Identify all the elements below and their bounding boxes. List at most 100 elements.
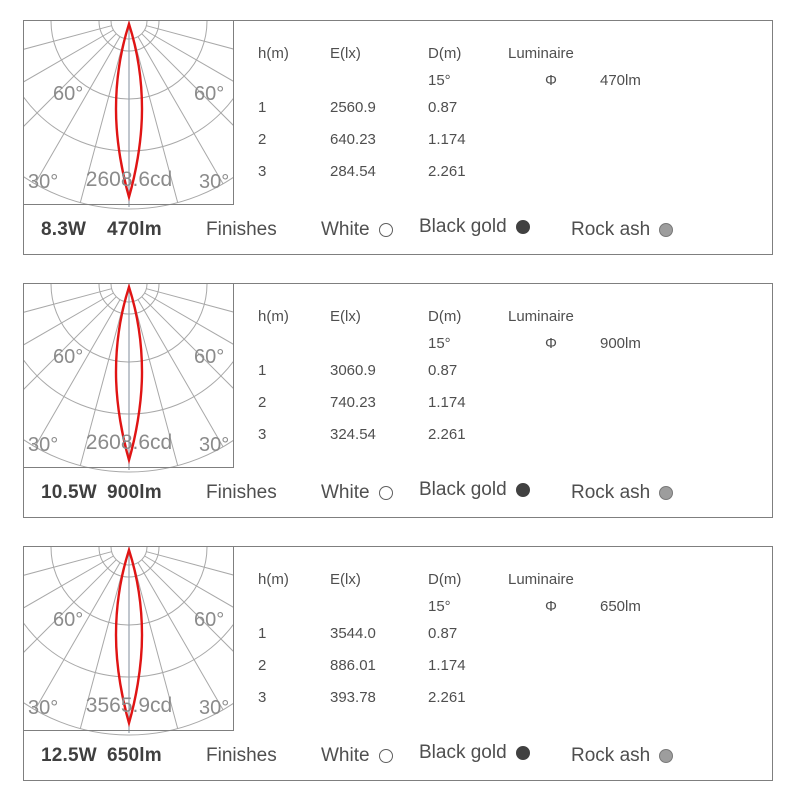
photometric-polar-chart: 60° 60° 30° 30° 2608.6cd [24,284,234,476]
finish-option-black-gold[interactable]: Black gold [419,216,530,238]
panel-footer: 8.3W 470lm Finishes White Black gold Roc… [24,205,772,254]
luminaire-spec-panel: 60° 60° 30° 30° 2608.6cd h(m) E(lx) D(m)… [23,20,773,255]
row1-diameter: 0.87 [428,625,458,642]
flux-value: 650lm [600,598,641,615]
angle-label-30-right: 30° [199,171,230,193]
row2-height: 2 [258,131,267,148]
luminaire-spec-panel: 60° 60° 30° 30° 2608.6cd h(m) E(lx) D(m)… [23,283,773,518]
white-swatch-icon[interactable] [378,222,393,237]
row2-height: 2 [258,657,267,674]
row1-height: 1 [258,625,267,642]
rock-ash-swatch-icon[interactable] [659,222,674,237]
row3-height: 3 [258,163,267,180]
col-header-height: h(m) [258,571,289,588]
angle-label-60-left: 60° [53,83,84,105]
beam-angle-value: 15° [428,72,451,89]
wattage-value: 8.3W [41,218,87,240]
finish-option-white[interactable]: White [321,745,393,767]
finish-option-label: Rock ash [571,744,651,766]
row1-illuminance: 3060.9 [330,362,376,379]
angle-label-30-right: 30° [199,434,230,456]
lumens-value: 900lm [107,481,162,503]
finish-option-label: Rock ash [571,481,651,503]
angle-label-60-left: 60° [53,609,84,631]
col-header-height: h(m) [258,45,289,62]
polar-radial-lines [24,25,234,203]
row3-diameter: 2.261 [428,689,466,706]
polar-grid-svg [24,547,234,736]
polar-grid-svg [24,284,234,473]
photometric-polar-chart: 60° 60° 30° 30° 3565.9cd [24,547,234,739]
row2-height: 2 [258,394,267,411]
finish-option-black-gold[interactable]: Black gold [419,479,530,501]
row3-illuminance: 324.54 [330,426,376,443]
flux-symbol: Φ [545,72,557,89]
polar-arc [24,702,234,736]
finish-option-white[interactable]: White [321,219,393,241]
finish-option-white[interactable]: White [321,482,393,504]
white-swatch-icon[interactable] [378,748,393,763]
spec-sheet: 60° 60° 30° 30° 2608.6cd h(m) E(lx) D(m)… [23,20,773,809]
col-header-luminaire: Luminaire [508,571,574,588]
row2-diameter: 1.174 [428,657,466,674]
finish-option-rock-ash[interactable]: Rock ash [571,744,674,767]
row1-height: 1 [258,99,267,116]
col-header-diameter: D(m) [428,45,462,62]
polar-radial-lines [24,551,234,729]
black-gold-swatch-icon[interactable] [515,482,530,497]
flux-value: 900lm [600,335,641,352]
beam-distribution-curve [114,284,144,465]
flux-symbol: Φ [545,335,557,352]
col-header-illuminance: E(lx) [330,308,361,325]
row1-illuminance: 2560.9 [330,99,376,116]
beam-angle-value: 15° [428,598,451,615]
row3-diameter: 2.261 [428,163,466,180]
finish-option-label: Black gold [419,478,507,500]
black-gold-swatch-icon[interactable] [515,745,530,760]
peak-candela-value: 3565.9cd [85,694,173,717]
finishes-label: Finishes [206,744,277,766]
finish-option-rock-ash[interactable]: Rock ash [571,481,674,504]
row1-illuminance: 3544.0 [330,625,376,642]
col-header-height: h(m) [258,308,289,325]
lumens-value: 470lm [107,218,162,240]
col-header-luminaire: Luminaire [508,308,574,325]
row2-illuminance: 640.23 [330,131,376,148]
angle-label-30-right: 30° [199,697,230,719]
beam-angle-value: 15° [428,335,451,352]
polar-radial-lines [24,288,234,466]
finish-option-rock-ash[interactable]: Rock ash [571,219,674,241]
angle-label-30-left: 30° [28,434,59,456]
polar-arc [24,439,234,473]
row1-diameter: 0.87 [428,362,458,379]
angle-label-60-right: 60° [194,609,225,631]
polar-grid-svg [24,21,234,210]
row3-height: 3 [258,689,267,706]
beam-distribution-curve [114,547,144,728]
black-gold-swatch-icon[interactable] [515,219,530,234]
finish-option-label: White [321,744,370,766]
flux-symbol: Φ [545,598,557,615]
finishes-label: Finishes [206,218,277,240]
row1-height: 1 [258,362,267,379]
row2-diameter: 1.174 [428,131,466,148]
col-header-illuminance: E(lx) [330,45,361,62]
col-header-diameter: D(m) [428,308,462,325]
panel-footer: 10.5W 900lm Finishes White Black gold Ro… [24,468,772,517]
rock-ash-swatch-icon[interactable] [659,485,674,500]
finish-option-label: Black gold [419,215,507,237]
rock-ash-swatch-icon[interactable] [659,748,674,763]
finish-option-label: Black gold [419,741,507,763]
angle-label-30-left: 30° [28,171,59,193]
peak-candela-value: 2608.6cd [85,168,173,191]
white-swatch-icon[interactable] [378,485,393,500]
finish-option-black-gold[interactable]: Black gold [419,742,530,764]
angle-label-60-left: 60° [53,346,84,368]
row3-illuminance: 284.54 [330,163,376,180]
panel-footer: 12.5W 650lm Finishes White Black gold Ro… [24,731,772,780]
angle-label-60-right: 60° [194,83,225,105]
wattage-value: 12.5W [41,744,97,766]
col-header-diameter: D(m) [428,571,462,588]
peak-candela-value: 2608.6cd [85,431,173,454]
row2-illuminance: 740.23 [330,394,376,411]
